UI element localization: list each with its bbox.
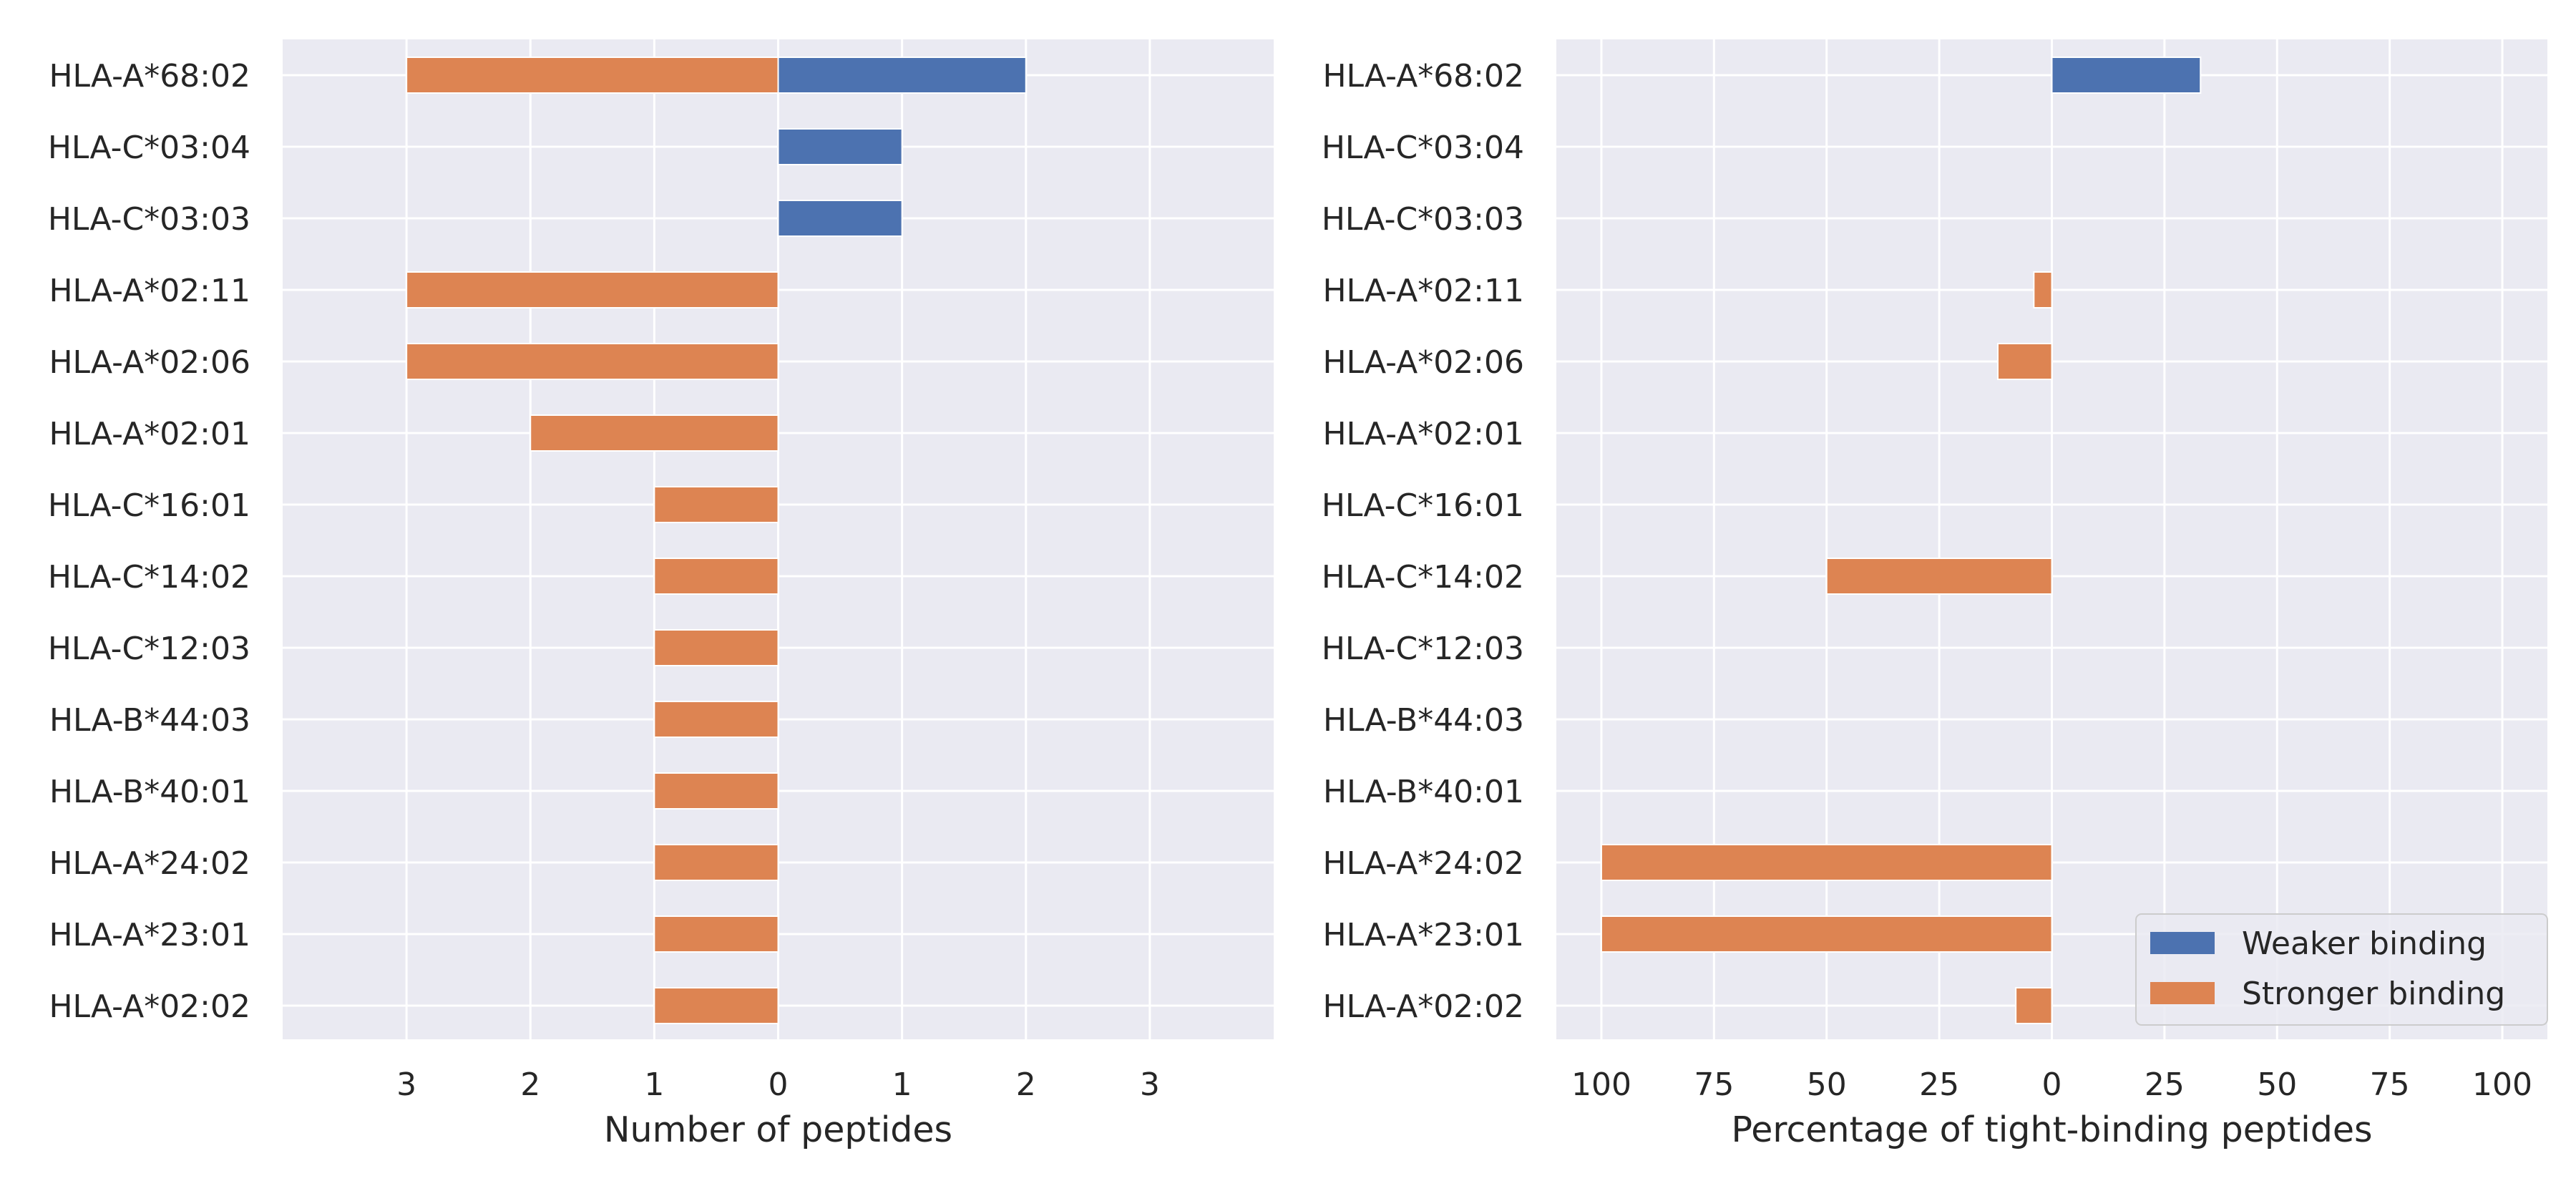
x-tick-label: 50: [2257, 1066, 2297, 1103]
legend-box: [2135, 913, 2548, 1026]
bar-weaker: [777, 128, 903, 165]
bar-stronger: [1600, 915, 2053, 953]
bar-stronger: [653, 987, 779, 1024]
bar-stronger: [653, 844, 779, 881]
y-tick-label: HLA-A*02:01: [1322, 416, 1524, 452]
x-tick-label: 3: [396, 1066, 416, 1103]
bar-stronger: [1600, 844, 2053, 881]
legend-swatch-stronger: [2150, 982, 2215, 1004]
bar-stronger: [653, 915, 779, 953]
y-tick-label: HLA-A*02:02: [1322, 988, 1524, 1025]
x-tick-label: 75: [2370, 1066, 2410, 1103]
bar-stronger: [653, 629, 779, 666]
bar-stronger: [1825, 558, 2053, 595]
bar-stronger: [653, 558, 779, 595]
bar-stronger: [406, 57, 779, 94]
bar-weaker: [777, 57, 1027, 94]
y-tick-label: HLA-B*40:01: [49, 774, 250, 810]
x-tick-label: 25: [2145, 1066, 2185, 1103]
x-axis-label: Percentage of tight-binding peptides: [1731, 1109, 2372, 1150]
left-chart-panel: 3 2 1 0 1 2 3 HLA-A*68:02 HLA-C*03:04 HLA-C*03:03…: [48, 39, 1274, 1150]
x-tick-label: 75: [1694, 1066, 1734, 1103]
y-tick-label: HLA-B*40:01: [1323, 774, 1524, 810]
y-tick-label: HLA-C*14:02: [1322, 559, 1524, 596]
y-tick-label: HLA-A*23:01: [49, 917, 250, 953]
bar-stronger: [653, 772, 779, 810]
legend-swatch-weaker: [2150, 932, 2215, 954]
bar-weaker: [777, 200, 903, 237]
y-tick-label: HLA-C*16:01: [48, 487, 250, 524]
x-tick-label: 0: [2042, 1066, 2062, 1103]
y-tick-label: HLA-C*16:01: [1322, 487, 1524, 524]
y-tick-label: HLA-A*24:02: [49, 845, 250, 882]
y-tick-label: HLA-C*03:03: [1322, 201, 1524, 238]
bar-stronger: [406, 271, 779, 308]
right-chart-panel: 100 75 50 25 0 25 50 75 100 HLA-A*68:02 HLA-C*03:0…: [1322, 39, 2547, 1150]
bar-stronger: [530, 414, 779, 452]
y-tick-label: HLA-C*14:02: [48, 559, 250, 596]
bar-stronger: [653, 486, 779, 523]
y-tick-label: HLA-A*02:01: [49, 416, 250, 452]
bar-stronger: [653, 701, 779, 738]
y-tick-label: HLA-A*02:11: [49, 273, 250, 309]
x-tick-label: 1: [892, 1066, 912, 1103]
y-tick-label: HLA-A*68:02: [49, 58, 250, 94]
y-tick-label: HLA-A*68:02: [1322, 58, 1524, 94]
y-tick-label: HLA-A*02:06: [49, 344, 250, 381]
legend-label-stronger: Stronger binding: [2242, 976, 2505, 1012]
y-tick-label: HLA-C*12:03: [48, 631, 250, 667]
y-tick-label: HLA-A*23:01: [1322, 917, 1524, 953]
bar-stronger: [406, 343, 779, 380]
y-tick-label: HLA-C*03:04: [48, 130, 250, 166]
bar-stronger: [1996, 343, 2053, 380]
x-tick-label: 0: [769, 1066, 789, 1103]
bar-stronger: [2033, 271, 2053, 308]
y-tick-label: HLA-A*02:06: [1322, 344, 1524, 381]
y-tick-label: HLA-C*03:04: [1322, 130, 1524, 166]
y-tick-label: HLA-B*44:03: [49, 702, 250, 739]
x-tick-label: 25: [1919, 1066, 1959, 1103]
y-tick-label: HLA-C*03:03: [48, 201, 250, 238]
x-tick-label: 100: [1571, 1066, 1631, 1103]
y-tick-label: HLA-B*44:03: [1323, 702, 1524, 739]
x-tick-label: 2: [520, 1066, 540, 1103]
x-tick-label: 2: [1016, 1066, 1036, 1103]
y-tick-label: HLA-A*02:02: [49, 988, 250, 1025]
bar-weaker: [2051, 57, 2202, 94]
x-tick-label: 3: [1140, 1066, 1160, 1103]
legend: Weaker binding Stronger binding: [2135, 913, 2548, 1026]
bar-stronger: [2015, 987, 2053, 1024]
x-tick-label: 50: [1807, 1066, 1847, 1103]
y-tick-label: HLA-A*02:11: [1322, 273, 1524, 309]
legend-label-weaker: Weaker binding: [2242, 925, 2487, 962]
x-tick-label: 100: [2472, 1066, 2532, 1103]
x-axis-label: Number of peptides: [604, 1109, 952, 1150]
x-tick-label: 1: [644, 1066, 664, 1103]
y-tick-label: HLA-A*24:02: [1322, 845, 1524, 882]
y-tick-label: HLA-C*12:03: [1322, 631, 1524, 667]
